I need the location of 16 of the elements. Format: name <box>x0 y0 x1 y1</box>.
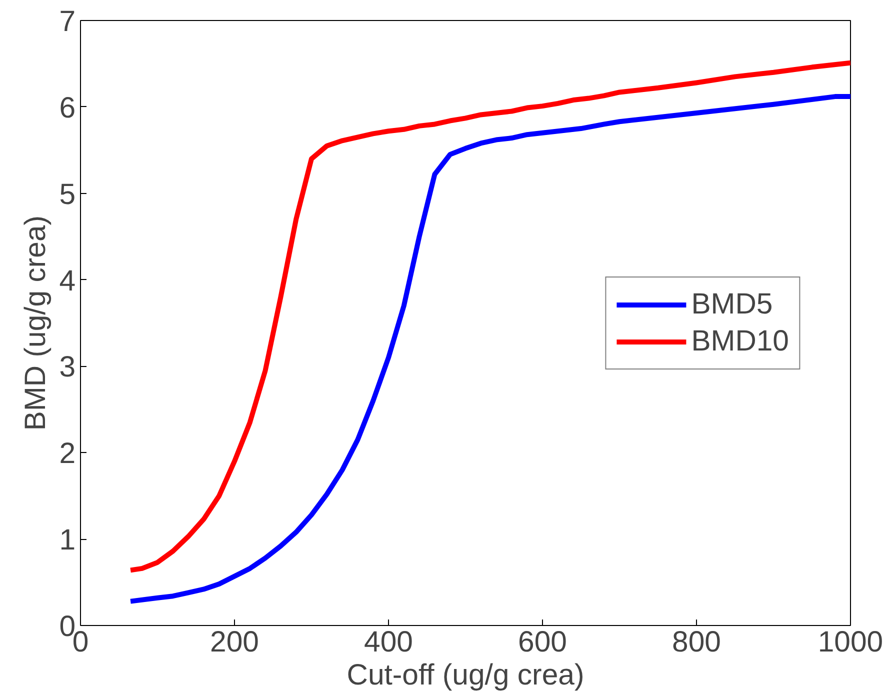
x-tick-label: 800 <box>672 626 721 658</box>
legend-label: BMD5 <box>691 287 773 321</box>
x-axis-title: Cut-off (ug/g crea) <box>346 658 584 692</box>
y-tick-label: 6 <box>59 91 76 124</box>
legend-label: BMD10 <box>691 324 789 358</box>
y-tick-label: 4 <box>59 264 76 298</box>
y-axis-title: BMD (ug/g crea) <box>19 215 52 431</box>
y-tick-label: 5 <box>59 178 76 211</box>
x-tick-label: 200 <box>210 626 259 658</box>
y-tick-label: 2 <box>59 437 76 470</box>
x-tick-label: 600 <box>518 626 567 658</box>
y-tick-label: 1 <box>59 524 76 557</box>
x-tick-label: 400 <box>364 626 413 658</box>
x-tick-label: 1000 <box>818 626 884 658</box>
y-tick-label: 3 <box>59 350 76 384</box>
y-tick-label: 7 <box>59 5 76 38</box>
